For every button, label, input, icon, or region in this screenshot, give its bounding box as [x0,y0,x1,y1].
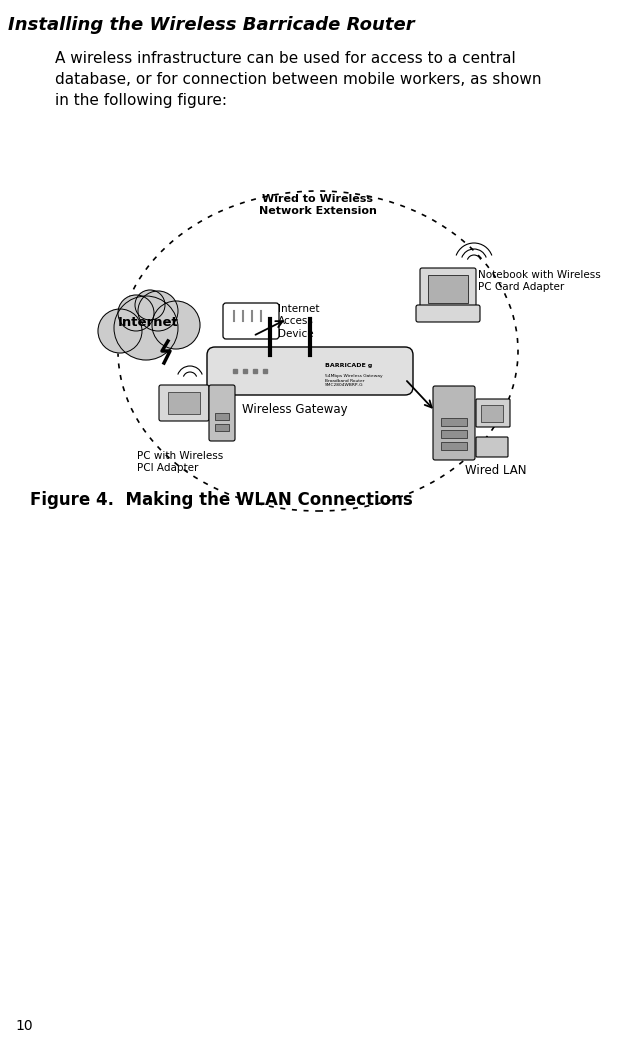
Bar [168,392,200,414]
Text: Wired to Wireless
Network Extension: Wired to Wireless Network Extension [259,194,377,217]
Text: 54Mbps Wireless Gateway
Broadband Router
SMC2804WBRP-G: 54Mbps Wireless Gateway Broadband Router… [325,374,383,387]
Circle shape [118,295,154,331]
Text: PC with Wireless
PCI Adapter: PC with Wireless PCI Adapter [137,451,224,473]
Bar [215,424,229,431]
FancyBboxPatch shape [223,303,279,339]
Text: Internet
Access
Device: Internet Access Device [278,304,319,338]
Text: Notebook with Wireless
PC Card Adapter: Notebook with Wireless PC Card Adapter [478,270,601,291]
Bar [441,430,467,438]
Text: Internet: Internet [117,316,178,330]
Bar [441,442,467,450]
Text: Wired LAN: Wired LAN [465,463,526,477]
Bar [215,413,229,420]
Text: Installing the Wireless Barricade Router: Installing the Wireless Barricade Router [8,16,415,34]
Text: 10: 10 [15,1019,32,1033]
FancyBboxPatch shape [420,268,476,310]
Text: BARRICADE g: BARRICADE g [325,364,372,369]
Circle shape [114,296,178,360]
Bar [481,405,503,423]
Text: Figure 4.  Making the WLAN Connections: Figure 4. Making the WLAN Connections [30,491,413,509]
FancyBboxPatch shape [433,386,475,460]
Text: A wireless infrastructure can be used for access to a central
database, or for c: A wireless infrastructure can be used fo… [55,51,542,108]
Circle shape [135,290,165,320]
Circle shape [138,291,178,331]
FancyBboxPatch shape [428,275,468,303]
FancyBboxPatch shape [209,385,235,441]
FancyBboxPatch shape [476,437,508,457]
FancyBboxPatch shape [416,305,480,322]
FancyBboxPatch shape [476,399,510,427]
FancyBboxPatch shape [159,385,209,421]
Bar [441,418,467,426]
Circle shape [98,309,142,353]
FancyBboxPatch shape [207,347,413,395]
Circle shape [152,301,200,349]
Text: Wireless Gateway: Wireless Gateway [242,403,348,416]
